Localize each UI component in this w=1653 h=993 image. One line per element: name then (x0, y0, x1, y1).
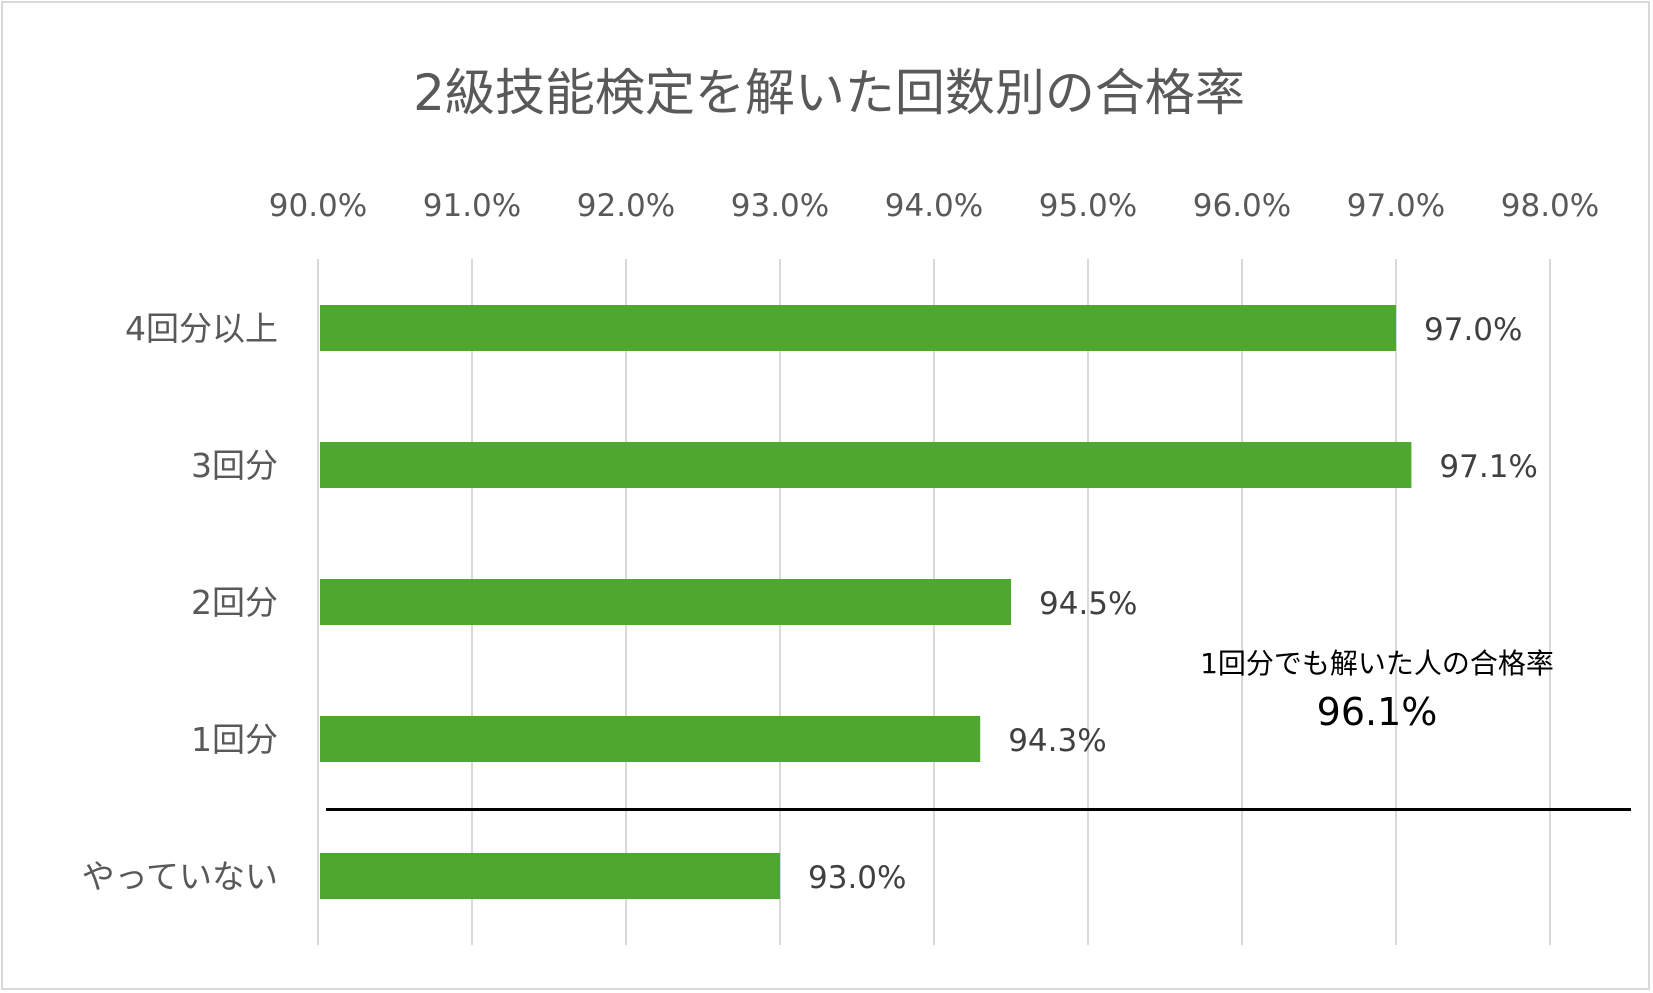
x-axis-tick-labels: 90.0% 91.0% 92.0% 93.0% 94.0% 95.0% 96.0% 97.0%… (269, 188, 1599, 224)
category-label: 4回分以上 (125, 309, 278, 348)
bar (320, 442, 1412, 488)
x-tick-label: 92.0% (577, 188, 675, 224)
data-label: 97.0% (1424, 312, 1522, 348)
data-labels: 97.0% 97.1% 94.5% 94.3% 93.0% (808, 312, 1538, 896)
x-tick-label: 94.0% (885, 188, 983, 224)
bar (320, 853, 780, 899)
bar (320, 305, 1396, 351)
x-tick-label: 90.0% (269, 188, 367, 224)
x-tick-label: 98.0% (1501, 188, 1599, 224)
data-label: 97.1% (1439, 449, 1537, 485)
annotation-text: 1回分でも解いた人の合格率 (1200, 647, 1554, 680)
data-label: 94.5% (1039, 586, 1137, 622)
category-label: 3回分 (191, 446, 278, 485)
data-label: 93.0% (808, 860, 906, 896)
x-tick-label: 96.0% (1193, 188, 1291, 224)
category-label: やっていない (82, 857, 278, 896)
x-tick-label: 95.0% (1039, 188, 1137, 224)
x-tick-label: 97.0% (1347, 188, 1445, 224)
bar (320, 716, 981, 762)
bar (320, 579, 1011, 625)
annotation-value: 96.1% (1317, 690, 1438, 734)
bars (320, 305, 1412, 899)
chart-svg: 2級技能検定を解いた回数別の合格率 90.0% 91.0% 92.0% 93.0% 94… (82, 64, 1631, 945)
annotation: 1回分でも解いた人の合格率 96.1% (1200, 647, 1554, 734)
data-label: 94.3% (1008, 723, 1106, 759)
category-label: 2回分 (191, 583, 278, 622)
x-tick-label: 91.0% (423, 188, 521, 224)
x-tick-label: 93.0% (731, 188, 829, 224)
chart-title: 2級技能検定を解いた回数別の合格率 (413, 64, 1245, 122)
category-label: 1回分 (191, 720, 278, 759)
